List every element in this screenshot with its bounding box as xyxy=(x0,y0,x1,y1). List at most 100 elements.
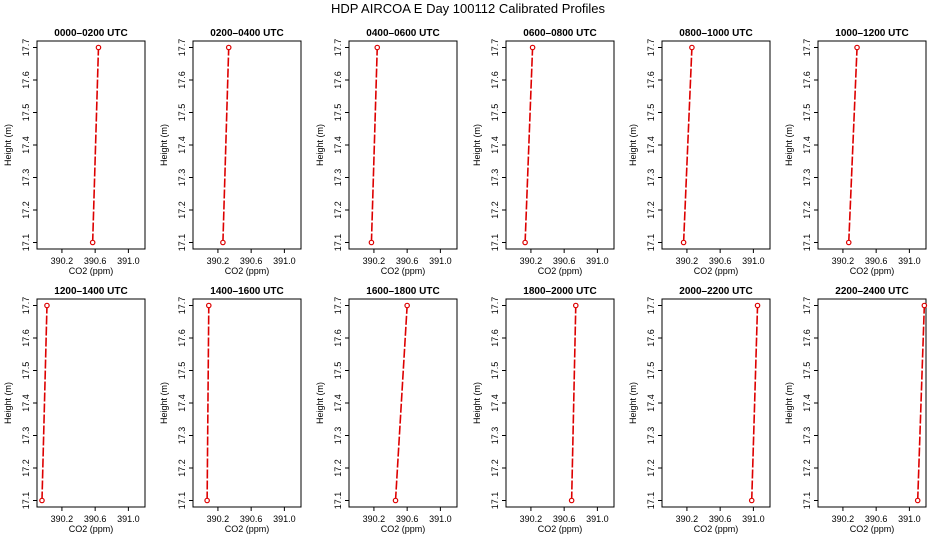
panel-title: 1000–1200 UTC xyxy=(835,28,908,39)
y-tick-label: 17.7 xyxy=(490,297,500,315)
plot-frame xyxy=(505,40,615,250)
y-tick-label: 17.5 xyxy=(333,104,343,122)
y-axis-label: Height (m) xyxy=(315,382,325,424)
y-tick-label: 17.5 xyxy=(21,362,31,380)
y-tick-label: 17.5 xyxy=(646,362,656,380)
profile-line xyxy=(682,47,693,243)
profile-line xyxy=(524,47,534,243)
x-axis-label: CO2 (ppm) xyxy=(694,524,739,534)
y-tick-label: 17.2 xyxy=(333,459,343,477)
y-axis-label: Height (m) xyxy=(472,382,482,424)
plot-frame xyxy=(817,298,927,508)
data-point xyxy=(374,44,381,51)
y-tick-label: 17.3 xyxy=(21,427,31,445)
y-tick-label: 17.2 xyxy=(177,201,187,219)
y-tick-label: 17.2 xyxy=(490,459,500,477)
x-tick-label: 390.6 xyxy=(865,256,888,266)
plot-frame xyxy=(817,40,927,250)
data-point xyxy=(568,497,575,504)
y-tick-label: 17.3 xyxy=(646,427,656,445)
data-point xyxy=(95,44,102,51)
panel-title: 0600–0800 UTC xyxy=(523,28,596,39)
x-tick-label: 391.0 xyxy=(742,514,765,524)
x-axis-label: CO2 (ppm) xyxy=(850,266,895,276)
y-tick-label: 17.6 xyxy=(490,329,500,347)
y-axis-label: Height (m) xyxy=(315,124,325,166)
y-tick-label: 17.6 xyxy=(646,329,656,347)
y-tick-label: 17.5 xyxy=(177,362,187,380)
y-tick-label: 17.5 xyxy=(177,104,187,122)
y-tick-label: 17.7 xyxy=(646,297,656,315)
y-tick-label: 17.2 xyxy=(646,201,656,219)
y-axis-label: Height (m) xyxy=(159,124,169,166)
data-point xyxy=(44,302,50,309)
y-axis-label: Height (m) xyxy=(628,124,638,166)
x-tick-label: 390.2 xyxy=(520,514,543,524)
panel-title: 0400–0600 UTC xyxy=(366,28,439,39)
x-tick-label: 390.2 xyxy=(832,514,855,524)
profile-line xyxy=(91,47,100,243)
y-tick-label: 17.4 xyxy=(177,136,187,154)
y-tick-label: 17.7 xyxy=(490,39,500,57)
y-tick-label: 17.7 xyxy=(802,39,812,57)
y-tick-label: 17.2 xyxy=(490,201,500,219)
y-tick-label: 17.3 xyxy=(802,427,812,445)
x-tick-label: 390.6 xyxy=(240,514,263,524)
y-tick-label: 17.6 xyxy=(21,329,31,347)
x-tick-label: 391.0 xyxy=(898,514,921,524)
x-tick-label: 390.6 xyxy=(396,514,419,524)
data-point xyxy=(748,497,755,504)
y-tick-label: 17.5 xyxy=(21,104,31,122)
panel-title: 1200–1400 UTC xyxy=(54,286,127,297)
x-tick-label: 391.0 xyxy=(429,514,452,524)
y-tick-label: 17.4 xyxy=(490,136,500,154)
x-tick-label: 390.6 xyxy=(396,256,419,266)
y-tick-label: 17.7 xyxy=(21,297,31,315)
y-tick-label: 17.1 xyxy=(333,234,343,252)
plot-frame xyxy=(661,40,771,250)
y-tick-label: 17.3 xyxy=(490,427,500,445)
plot-frame xyxy=(36,298,146,508)
y-tick-label: 17.3 xyxy=(802,169,812,187)
y-tick-label: 17.6 xyxy=(802,329,812,347)
y-tick-label: 17.6 xyxy=(490,71,500,89)
panel-title: 1600–1800 UTC xyxy=(366,286,439,297)
x-tick-label: 391.0 xyxy=(586,514,609,524)
data-point xyxy=(854,44,860,51)
plot-frame xyxy=(505,298,615,508)
y-tick-label: 17.4 xyxy=(333,394,343,412)
x-tick-label: 391.0 xyxy=(273,256,296,266)
y-tick-label: 17.6 xyxy=(802,71,812,89)
x-tick-label: 391.0 xyxy=(742,256,765,266)
x-tick-label: 391.0 xyxy=(117,256,140,266)
y-tick-label: 17.3 xyxy=(333,427,343,445)
x-axis-label: CO2 (ppm) xyxy=(69,266,114,276)
x-tick-label: 390.2 xyxy=(832,256,855,266)
profile-line xyxy=(222,47,230,243)
data-point xyxy=(392,497,399,504)
y-tick-label: 17.1 xyxy=(21,234,31,252)
y-tick-label: 17.4 xyxy=(646,136,656,154)
profile-line xyxy=(570,305,577,501)
y-tick-label: 17.4 xyxy=(21,136,31,154)
x-tick-label: 391.0 xyxy=(117,514,140,524)
x-tick-label: 390.2 xyxy=(676,514,699,524)
x-tick-label: 390.6 xyxy=(709,514,732,524)
profile-line xyxy=(750,305,759,501)
profile-line xyxy=(370,47,379,243)
panel-title: 0200–0400 UTC xyxy=(210,28,283,39)
x-tick-label: 390.6 xyxy=(84,514,107,524)
y-tick-label: 17.4 xyxy=(177,394,187,412)
x-tick-label: 390.2 xyxy=(51,514,74,524)
y-tick-label: 17.2 xyxy=(802,201,812,219)
x-tick-label: 391.0 xyxy=(429,256,452,266)
y-tick-label: 17.4 xyxy=(490,394,500,412)
x-tick-label: 390.6 xyxy=(240,256,263,266)
y-tick-label: 17.6 xyxy=(333,329,343,347)
